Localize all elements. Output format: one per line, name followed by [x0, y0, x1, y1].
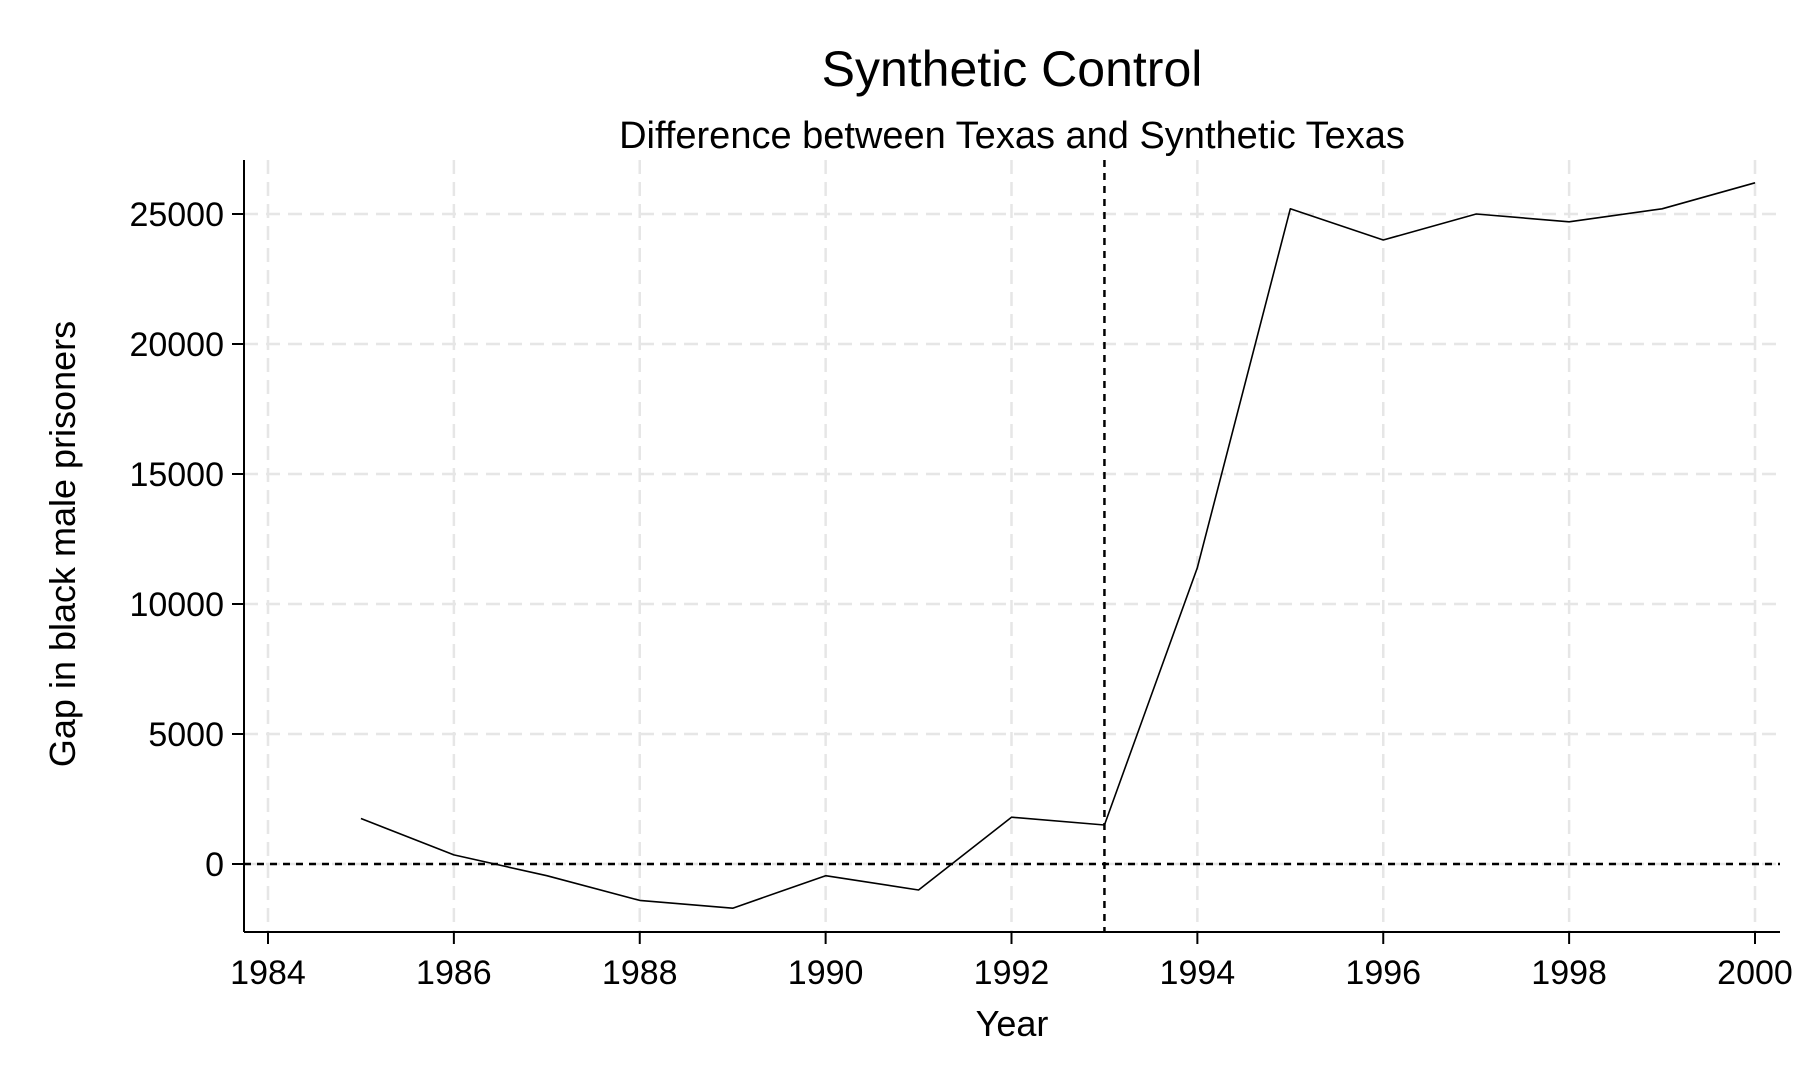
y-tick-label: 5000 [148, 716, 224, 754]
y-axis-label: Gap in black male prisoners [42, 321, 83, 767]
chart-title: Synthetic Control [822, 41, 1203, 97]
series-layer [361, 183, 1755, 908]
labels: Synthetic Control Difference between Tex… [42, 41, 1405, 1044]
x-tick-label: 1996 [1345, 954, 1421, 992]
y-tick-label: 25000 [129, 196, 224, 234]
y-tick-label: 10000 [129, 586, 224, 624]
axes: 0 5000 10000 15000 20000 25000 1984 1986 1988 199… [129, 160, 1792, 992]
x-tick-label: 1998 [1531, 954, 1607, 992]
y-tick-label: 20000 [129, 326, 224, 364]
x-axis-label: Year [976, 1003, 1049, 1044]
x-tick-label: 1984 [230, 954, 306, 992]
x-tick-label: 1988 [602, 954, 678, 992]
series-line [361, 183, 1755, 908]
y-tick-label: 15000 [129, 456, 224, 494]
x-tick-label: 1986 [416, 954, 492, 992]
x-tick-label: 1990 [788, 954, 864, 992]
grid-layer [244, 160, 1780, 932]
x-tick-label: 1994 [1160, 954, 1236, 992]
chart-subtitle: Difference between Texas and Synthetic T… [619, 115, 1405, 157]
x-tick-label: 2000 [1717, 954, 1793, 992]
x-tick-label: 1992 [974, 954, 1050, 992]
y-tick-label: 0 [205, 846, 224, 884]
